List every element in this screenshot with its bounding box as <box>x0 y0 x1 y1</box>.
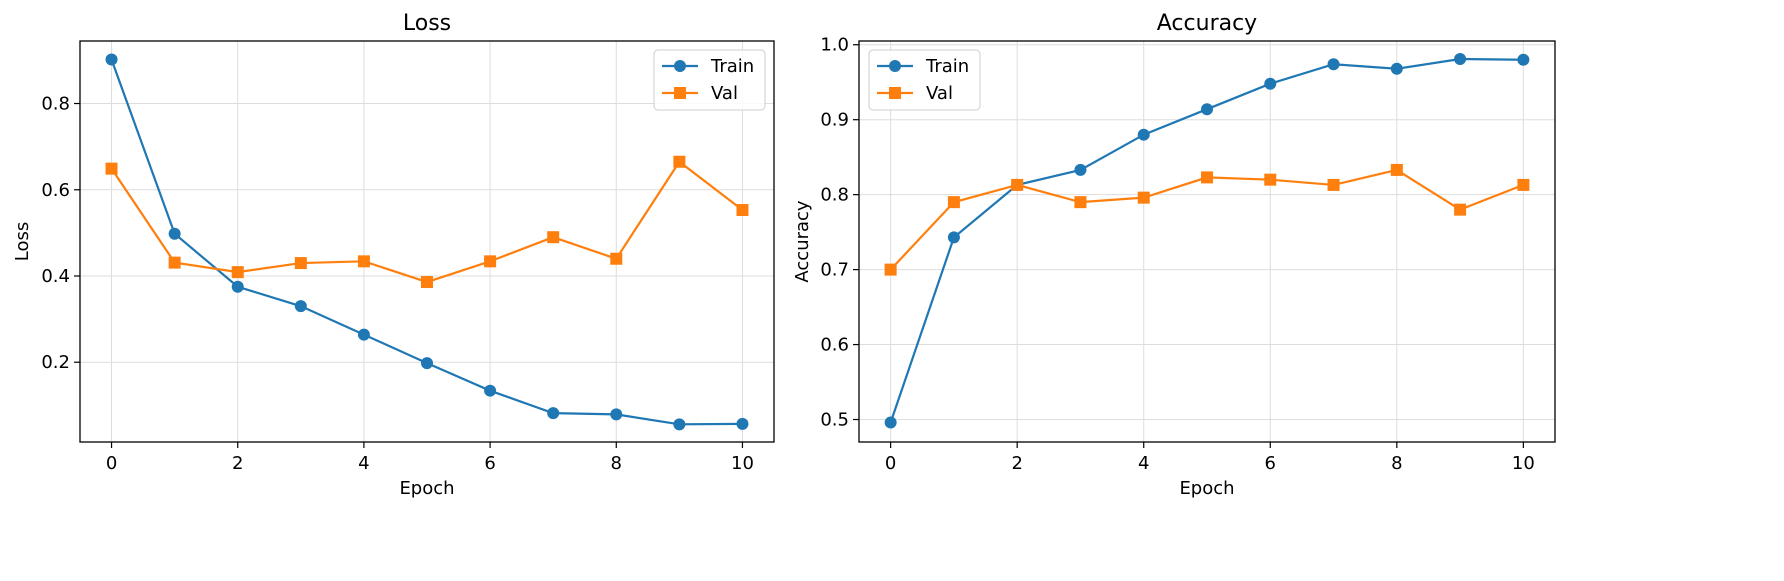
data-point-train <box>884 416 897 429</box>
data-point-val <box>1137 191 1150 204</box>
y-tick-label: 0.7 <box>820 260 849 281</box>
data-point-train <box>357 328 370 341</box>
x-tick-label: 8 <box>611 453 622 474</box>
x-tick-label: 2 <box>1011 453 1022 474</box>
y-tick-label: 0.6 <box>41 180 70 201</box>
chart-panel-loss: 0 2 4 6 8 10 0.2 0.4 0.6 0.8 Loss Epoch Loss Train Val <box>12 11 775 499</box>
data-point-val <box>1011 178 1024 191</box>
data-point-val <box>1517 178 1530 191</box>
data-point-train <box>1390 62 1403 75</box>
data-point-val <box>1264 173 1277 186</box>
data-point-train <box>1327 58 1340 71</box>
y-tick-label: 0.2 <box>41 352 70 373</box>
data-point-val <box>736 204 749 217</box>
data-point-train <box>547 407 560 420</box>
y-tick-label: 0.5 <box>820 410 849 431</box>
data-point-val <box>294 257 307 270</box>
y-axis-label: Loss <box>12 222 33 261</box>
y-tick-label: 0.9 <box>820 110 849 131</box>
data-point-train <box>421 357 433 370</box>
data-point-val <box>947 196 960 209</box>
data-point-val <box>421 276 433 289</box>
x-axis-label: Epoch <box>1179 478 1234 499</box>
legend-label-val: Val <box>926 83 953 104</box>
data-point-train <box>484 384 497 397</box>
x-tick-label: 4 <box>1138 453 1149 474</box>
data-point-val <box>610 252 623 265</box>
legend-label-train: Train <box>710 56 754 77</box>
data-point-train <box>168 227 181 240</box>
data-point-val <box>168 256 181 269</box>
legend-marker-train <box>889 60 901 72</box>
y-tick-label: 0.8 <box>820 185 849 206</box>
data-point-val <box>547 231 560 244</box>
legend-marker-val <box>674 87 686 99</box>
data-point-train <box>294 300 307 313</box>
legend: Train Val <box>653 49 766 111</box>
data-point-train <box>1137 128 1150 141</box>
data-point-val <box>357 255 370 268</box>
chart-title: Accuracy <box>1157 11 1257 36</box>
series-line-train <box>110 59 743 426</box>
series-line-val <box>889 168 1524 271</box>
data-point-val <box>1074 196 1087 209</box>
y-tick-label: 0.6 <box>820 335 849 356</box>
x-tick-label: 0 <box>106 453 117 474</box>
x-axis-label: Epoch <box>399 478 454 499</box>
data-point-train <box>1264 77 1277 90</box>
legend-marker-train <box>674 60 686 72</box>
data-point-val <box>1201 171 1213 184</box>
data-point-train <box>1454 52 1467 65</box>
data-point-val <box>1390 163 1403 176</box>
x-tick-label: 6 <box>484 453 495 474</box>
data-point-train <box>231 280 244 293</box>
legend: Train Val <box>868 49 981 111</box>
x-tick-label: 8 <box>1391 453 1402 474</box>
data-point-val <box>105 162 118 175</box>
data-point-train <box>673 418 686 431</box>
chart-title: Loss <box>403 11 451 36</box>
data-point-val <box>673 155 686 168</box>
y-tick-label: 0.8 <box>41 94 70 115</box>
data-point-val <box>231 266 244 279</box>
data-point-val <box>884 263 897 276</box>
data-point-train <box>105 53 118 66</box>
legend-label-val: Val <box>711 83 738 104</box>
x-tick-label: 2 <box>232 453 243 474</box>
y-tick-label: 0.4 <box>41 266 70 287</box>
data-point-train <box>1074 163 1087 176</box>
x-tick-label: 10 <box>731 453 754 474</box>
y-axis-label: Accuracy <box>792 200 813 283</box>
data-point-train <box>1201 103 1213 116</box>
data-point-train <box>947 231 960 244</box>
data-point-val <box>1454 203 1467 216</box>
legend-label-train: Train <box>925 56 969 77</box>
x-tick-label: 6 <box>1265 453 1276 474</box>
legend-marker-val <box>889 87 901 99</box>
data-point-val <box>484 255 497 268</box>
data-point-train <box>736 417 749 430</box>
x-tick-label: 4 <box>358 453 369 474</box>
y-tick-label: 1.0 <box>820 35 849 56</box>
data-point-val <box>1327 178 1340 191</box>
data-point-train <box>610 408 623 421</box>
plot-frame <box>79 40 775 443</box>
data-point-train <box>1517 53 1530 66</box>
series-line-val <box>110 160 744 284</box>
plot-frame <box>858 40 1556 443</box>
x-tick-label: 0 <box>885 453 896 474</box>
chart-panel-accuracy: 0 2 4 6 8 10 0.5 0.6 0.7 0.8 0.9 1.0 Accuracy Epoch Ac… <box>792 11 1556 499</box>
x-tick-label: 10 <box>1512 453 1535 474</box>
